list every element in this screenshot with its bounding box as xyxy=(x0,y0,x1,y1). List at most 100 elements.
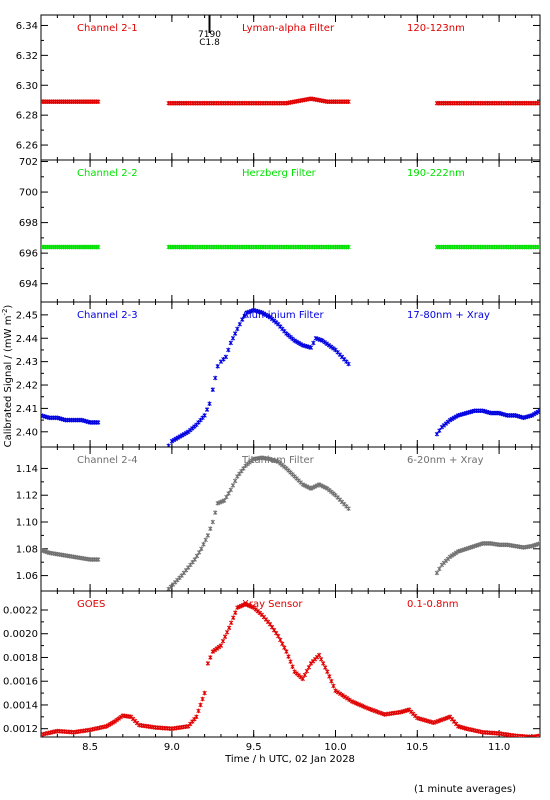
data-point xyxy=(288,659,293,664)
data-point xyxy=(49,415,54,421)
data-point xyxy=(529,413,534,418)
y-tick-label: 0.0012 xyxy=(3,724,38,735)
data-point xyxy=(202,690,207,696)
data-point xyxy=(55,99,60,105)
data-point xyxy=(233,610,238,615)
data-point xyxy=(302,672,307,678)
data-point xyxy=(81,244,87,250)
event-marker-label: 7190 xyxy=(198,30,221,40)
y-tick-label: 2.41 xyxy=(16,404,38,415)
data-point xyxy=(431,720,436,726)
data-point xyxy=(366,706,371,711)
band-label: 17-80nm + Xray xyxy=(407,310,490,321)
data-point xyxy=(87,99,93,105)
data-point xyxy=(338,691,343,697)
y-tick-label: 6.30 xyxy=(16,81,38,92)
panel-frame xyxy=(40,446,541,592)
data-point xyxy=(77,417,83,423)
data-point xyxy=(203,537,208,543)
data-point xyxy=(47,244,52,250)
panel-1: 6.26 6.28 6.30 6.32 6.34 Channel 2-1 Lyman-alp… xyxy=(16,14,541,161)
data-point xyxy=(44,244,50,250)
data-point xyxy=(331,683,336,689)
data-point xyxy=(325,669,330,675)
data-point xyxy=(331,491,336,496)
data-point xyxy=(352,700,357,705)
data-point xyxy=(329,489,334,495)
data-point xyxy=(204,407,210,412)
data-point xyxy=(484,541,489,546)
y-axis-label-main: Calibrated Signal / (mW m xyxy=(3,316,14,448)
panel-frame xyxy=(40,590,541,738)
y-tick-label: 2.40 xyxy=(16,427,38,438)
panel-frame xyxy=(40,159,541,303)
x-tick-label: 9.0 xyxy=(164,742,180,753)
data-point xyxy=(492,410,498,416)
data-point xyxy=(433,719,439,725)
data-point xyxy=(61,99,66,105)
data-point xyxy=(370,707,376,713)
data-point xyxy=(208,526,213,532)
data-point xyxy=(49,99,54,105)
channel-label: GOES xyxy=(77,599,105,610)
data-point xyxy=(92,99,97,105)
data-point xyxy=(346,361,351,367)
data-point xyxy=(196,550,202,555)
data-point xyxy=(434,570,440,576)
data-point xyxy=(179,433,185,438)
channel-label: Channel 2-4 xyxy=(77,455,138,466)
data-point xyxy=(44,99,50,105)
data-point xyxy=(96,420,101,425)
data-point xyxy=(85,99,91,105)
data-point xyxy=(278,637,283,643)
filter-label: Titanium Filter xyxy=(241,455,315,466)
data-point xyxy=(96,244,101,250)
data-point xyxy=(259,310,265,315)
data-point xyxy=(490,410,496,416)
data-point xyxy=(298,341,303,347)
data-point xyxy=(89,99,95,105)
data-point xyxy=(327,674,332,679)
y-tick-label: 702 xyxy=(19,157,38,168)
data-point xyxy=(331,99,336,105)
channel-label: Channel 2-1 xyxy=(77,23,138,34)
y-tick-label: 0.0014 xyxy=(3,700,38,711)
data-point xyxy=(242,313,247,319)
data-point xyxy=(447,417,453,423)
data-point xyxy=(67,244,72,250)
data-point xyxy=(69,244,74,250)
data-point xyxy=(292,338,297,343)
data-point xyxy=(294,339,299,345)
x-tick-label: 10.5 xyxy=(406,742,428,753)
data-point xyxy=(368,707,373,712)
data-point xyxy=(501,542,506,548)
data-point xyxy=(59,99,64,105)
data-point xyxy=(89,244,95,250)
data-point xyxy=(171,437,177,443)
data-point xyxy=(300,676,305,682)
data-point xyxy=(443,716,448,721)
data-point xyxy=(51,415,56,421)
data-series xyxy=(41,307,540,447)
data-point xyxy=(437,428,442,433)
y-tick-label: 0.0020 xyxy=(3,629,38,640)
data-point xyxy=(342,694,347,700)
panel-frame xyxy=(40,301,541,448)
data-point xyxy=(349,699,355,704)
y-tick-label: 2.42 xyxy=(16,381,38,392)
data-point xyxy=(51,244,56,250)
data-point xyxy=(482,541,487,546)
data-point xyxy=(375,709,380,715)
data-point xyxy=(363,705,369,710)
data-series xyxy=(41,244,540,250)
data-point xyxy=(380,711,385,716)
data-point xyxy=(89,420,95,425)
data-point xyxy=(261,311,267,316)
data-point xyxy=(41,99,46,105)
data-point xyxy=(67,417,72,423)
data-point xyxy=(537,733,540,737)
data-point xyxy=(198,702,203,708)
y-tick-label: 1.14 xyxy=(16,464,38,475)
data-point xyxy=(494,410,500,416)
data-point xyxy=(451,415,457,421)
